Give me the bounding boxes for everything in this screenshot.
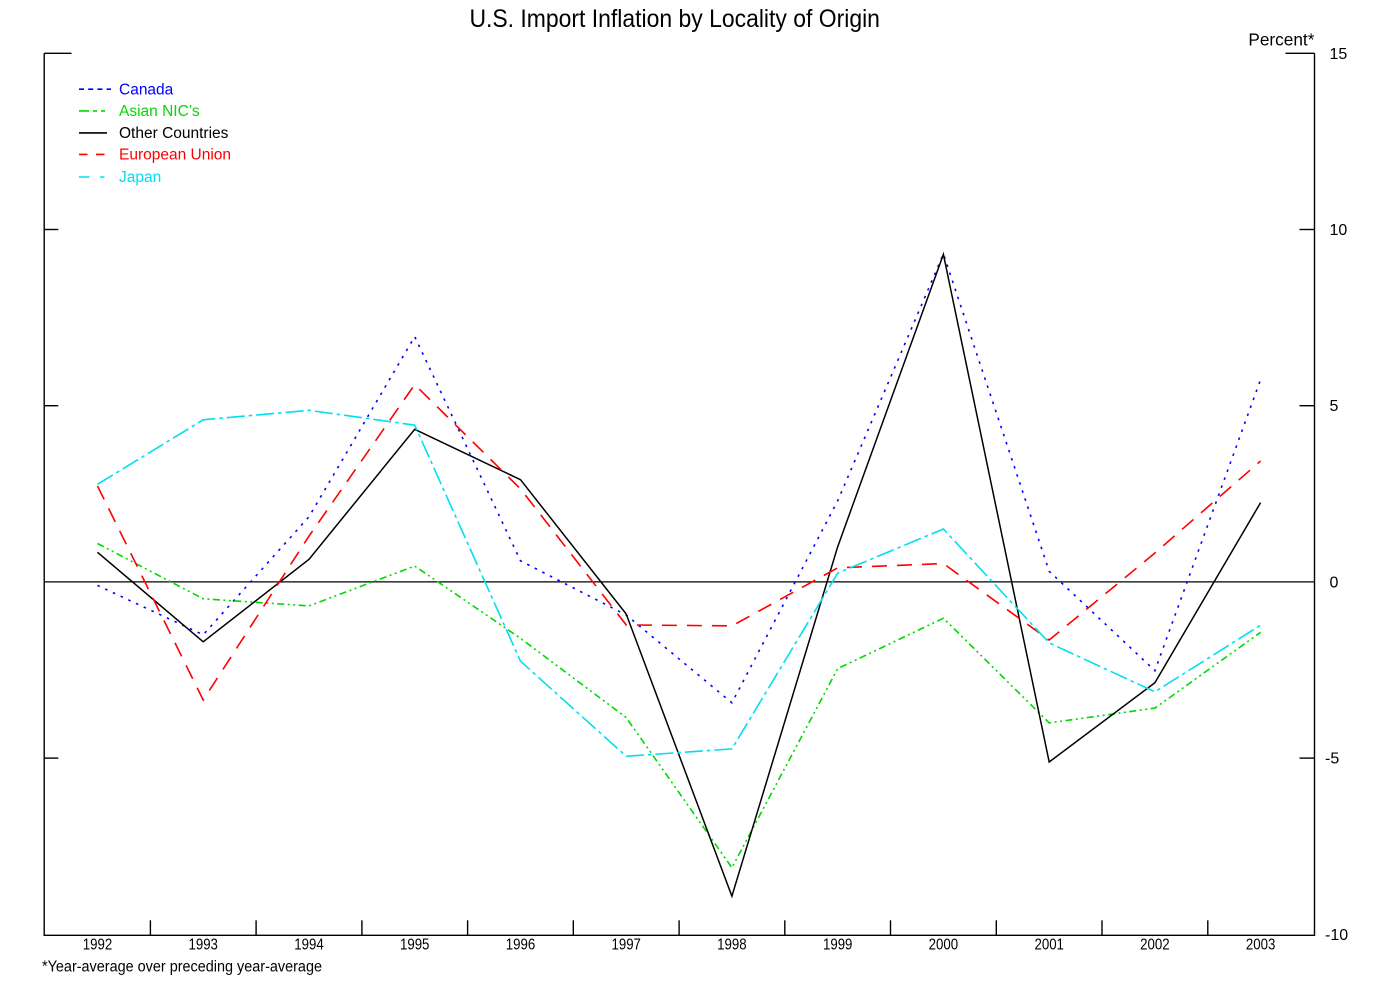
svg-text:European Union: European Union bbox=[119, 147, 231, 164]
svg-text:1998: 1998 bbox=[717, 936, 747, 953]
svg-text:Japan: Japan bbox=[119, 169, 161, 186]
svg-text:2003: 2003 bbox=[1246, 936, 1276, 953]
svg-text:Asian NIC’s: Asian NIC’s bbox=[119, 103, 200, 120]
svg-text:Canada: Canada bbox=[119, 81, 174, 98]
svg-text:10: 10 bbox=[1330, 222, 1348, 239]
svg-text:*Year-average over preceding y: *Year-average over preceding year-averag… bbox=[42, 959, 322, 976]
svg-text:2001: 2001 bbox=[1034, 936, 1064, 953]
svg-text:U.S. Import Inflation by Local: U.S. Import Inflation by Locality of Ori… bbox=[469, 5, 880, 33]
svg-text:5: 5 bbox=[1330, 398, 1339, 415]
svg-text:1999: 1999 bbox=[823, 936, 853, 953]
svg-text:2000: 2000 bbox=[929, 936, 959, 953]
svg-text:-10: -10 bbox=[1325, 927, 1348, 944]
svg-text:1992: 1992 bbox=[83, 936, 113, 953]
svg-text:1996: 1996 bbox=[506, 936, 536, 953]
svg-text:1994: 1994 bbox=[294, 936, 324, 953]
svg-text:Other Countries: Other Countries bbox=[119, 125, 229, 142]
svg-text:2002: 2002 bbox=[1140, 936, 1170, 953]
svg-text:1993: 1993 bbox=[188, 936, 218, 953]
svg-text:-5: -5 bbox=[1325, 751, 1339, 768]
svg-text:15: 15 bbox=[1330, 46, 1348, 63]
svg-text:Percent*: Percent* bbox=[1248, 29, 1314, 49]
svg-text:0: 0 bbox=[1330, 574, 1339, 591]
svg-text:1995: 1995 bbox=[400, 936, 430, 953]
svg-text:1997: 1997 bbox=[611, 936, 641, 953]
